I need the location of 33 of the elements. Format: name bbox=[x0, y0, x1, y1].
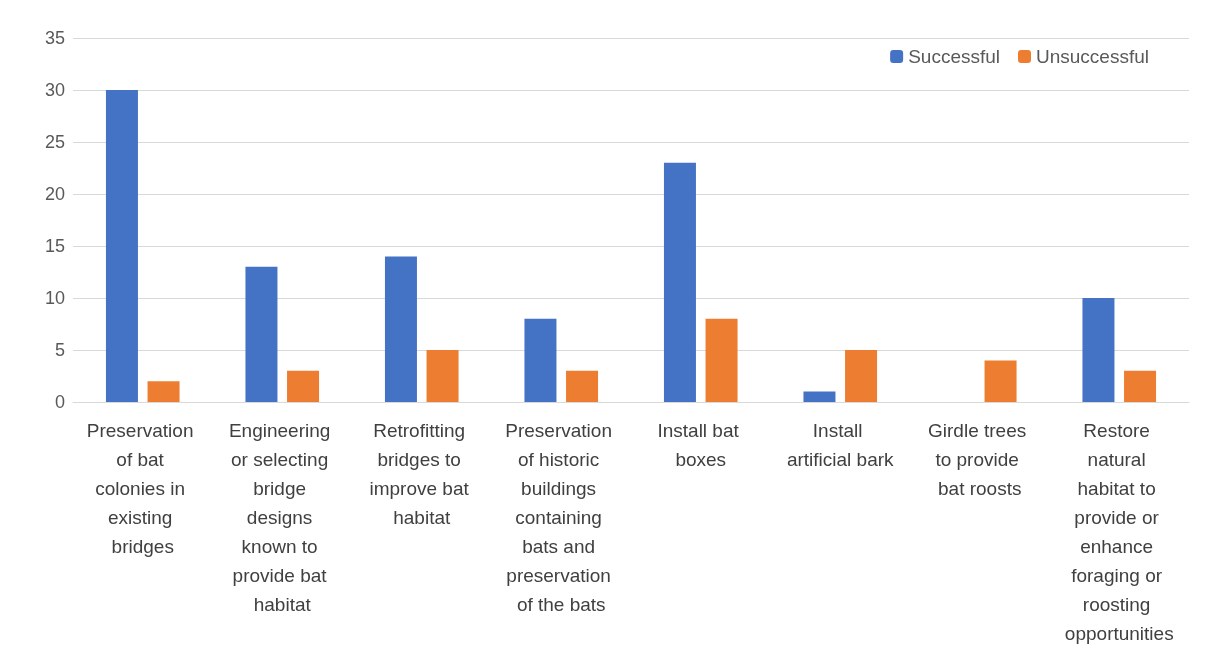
y-tick-label: 35 bbox=[44, 28, 65, 48]
x-tick-label: Preservation of bat colonies in existing bridges bbox=[86, 420, 199, 557]
bar bbox=[803, 391, 836, 402]
x-tick-label: Girdle trees to provide bat roosts bbox=[928, 420, 1032, 499]
legend-label: Unsuccessful bbox=[1036, 46, 1150, 67]
bar bbox=[426, 350, 459, 402]
x-tick-label: Retrofitting bridges to improve bat habitat bbox=[369, 420, 475, 528]
bar bbox=[524, 318, 557, 402]
y-tick-label: 30 bbox=[44, 80, 65, 100]
bar bbox=[1124, 370, 1157, 402]
x-tick-label: Install bat boxes bbox=[657, 420, 745, 470]
bar bbox=[105, 90, 138, 402]
x-tick-label: Restore natural habitat to provide or enhance foraging or roosting opportunities bbox=[1064, 420, 1174, 644]
bar bbox=[287, 370, 320, 402]
x-tick-label: Install artificial bark bbox=[786, 420, 895, 470]
bar bbox=[705, 318, 738, 402]
x-tick-label: Engineering or selecting bridge designs known to provide bat habitat bbox=[228, 420, 336, 615]
bar bbox=[147, 381, 180, 402]
legend-label: Successful bbox=[908, 46, 1001, 67]
y-tick-label: 10 bbox=[44, 288, 65, 308]
bar bbox=[384, 256, 417, 402]
y-tick-label: 5 bbox=[54, 340, 65, 360]
y-tick-label: 15 bbox=[44, 236, 65, 256]
bar bbox=[984, 360, 1017, 402]
bar bbox=[1082, 298, 1115, 402]
bar bbox=[845, 350, 878, 402]
bar bbox=[663, 162, 696, 402]
y-tick-label: 25 bbox=[44, 132, 65, 152]
y-tick-label: 0 bbox=[54, 392, 65, 412]
bar bbox=[245, 266, 278, 402]
bar bbox=[566, 370, 599, 402]
x-tick-label: Preservation of historic buildings containing bats and preservation of the bats bbox=[505, 420, 618, 615]
y-tick-label: 20 bbox=[44, 184, 65, 204]
